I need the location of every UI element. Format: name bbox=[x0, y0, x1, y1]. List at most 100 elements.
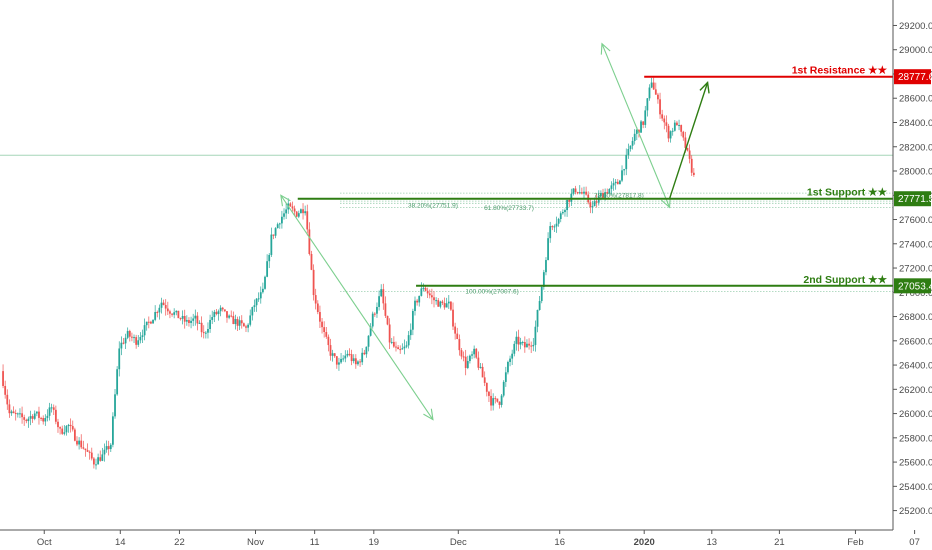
candle-body bbox=[82, 447, 85, 449]
candle-body bbox=[619, 180, 621, 185]
candle-body bbox=[46, 415, 49, 419]
time-tick-label: 22 bbox=[174, 537, 185, 548]
candle-body bbox=[192, 318, 195, 321]
candle-body bbox=[232, 316, 235, 325]
candle-body bbox=[540, 286, 543, 302]
candle-body bbox=[657, 94, 659, 100]
time-tick-label: 16 bbox=[554, 537, 565, 548]
resistance-label: 1st Resistance ★★ bbox=[792, 65, 888, 77]
candle-body bbox=[321, 321, 323, 328]
candle-body bbox=[433, 297, 435, 301]
candle-body bbox=[158, 307, 161, 313]
candle-body bbox=[306, 211, 309, 230]
candle-body bbox=[625, 154, 628, 170]
candle-body bbox=[542, 272, 545, 287]
candle-body bbox=[97, 457, 100, 465]
support2-label: 2nd Support ★★ bbox=[803, 274, 887, 286]
candle-body bbox=[61, 428, 64, 434]
price-tick-label: 29000.0 bbox=[899, 45, 932, 56]
candle-body bbox=[154, 312, 157, 320]
candle-body bbox=[188, 320, 190, 323]
candle-body bbox=[380, 289, 383, 297]
candle-body bbox=[686, 147, 689, 151]
time-tick-label: 21 bbox=[774, 537, 785, 548]
price-tick-label: 28600.0 bbox=[899, 94, 932, 105]
candle-body bbox=[616, 181, 619, 185]
candle-body bbox=[462, 356, 465, 358]
candle-body bbox=[259, 292, 262, 299]
candle-body bbox=[348, 353, 351, 355]
resistance-price-tag-text: 28777.6 bbox=[898, 72, 932, 83]
candle-body bbox=[564, 210, 566, 213]
candle-body bbox=[302, 209, 304, 214]
price-tick-label: 28400.0 bbox=[899, 118, 932, 129]
candle-body bbox=[340, 358, 342, 363]
zigzag-arrow bbox=[601, 43, 671, 208]
candle-body bbox=[325, 332, 328, 337]
price-tick-label: 26400.0 bbox=[899, 361, 932, 372]
candle-body bbox=[405, 345, 408, 347]
price-tick-label: 25400.0 bbox=[899, 482, 932, 493]
candle-body bbox=[536, 309, 539, 327]
candle-body bbox=[654, 89, 657, 95]
candle-body bbox=[509, 358, 511, 362]
fib-label: 78.60%(27817.8) bbox=[594, 193, 644, 200]
candle-body bbox=[504, 372, 507, 382]
candle-body bbox=[226, 311, 228, 318]
candle-body bbox=[342, 358, 345, 360]
candle-body bbox=[602, 192, 604, 198]
candle-body bbox=[19, 413, 21, 415]
candle-body bbox=[283, 213, 285, 217]
time-tick-label: Feb bbox=[847, 537, 863, 548]
candle-body bbox=[511, 353, 514, 359]
candle-body bbox=[428, 293, 431, 296]
candle-body bbox=[240, 320, 243, 324]
candle-body bbox=[293, 208, 296, 212]
candle-body bbox=[435, 300, 438, 302]
candle-body bbox=[329, 345, 332, 356]
candle-body bbox=[150, 321, 152, 324]
candle-body bbox=[323, 327, 326, 333]
candle-body bbox=[249, 315, 252, 325]
candle-body bbox=[627, 149, 630, 155]
time-tick-label: 2020 bbox=[634, 537, 655, 548]
candle-body bbox=[492, 398, 495, 406]
price-tick-label: 25600.0 bbox=[899, 458, 932, 469]
candle-body bbox=[523, 342, 526, 348]
candle-body bbox=[420, 288, 423, 296]
candle-body bbox=[384, 303, 387, 316]
candle-body bbox=[392, 341, 395, 347]
candle-body bbox=[331, 353, 334, 356]
candle-body bbox=[572, 188, 575, 194]
candle-body bbox=[606, 192, 609, 194]
candle-body bbox=[120, 342, 123, 349]
candle-body bbox=[568, 200, 571, 202]
time-tick-label: Oct bbox=[37, 537, 52, 548]
candle-body bbox=[251, 307, 254, 316]
candle-body bbox=[105, 446, 108, 450]
candle-body bbox=[595, 201, 598, 203]
candle-body bbox=[76, 440, 78, 445]
time-tick-label: Nov bbox=[247, 537, 264, 548]
candle-body bbox=[469, 355, 471, 362]
candle-body bbox=[327, 336, 330, 346]
candle-body bbox=[103, 449, 106, 455]
candle-body bbox=[517, 336, 520, 345]
candle-body bbox=[644, 110, 647, 125]
candle-body bbox=[534, 326, 537, 345]
candle-body bbox=[289, 203, 292, 207]
candle-body bbox=[688, 150, 691, 159]
candle-body bbox=[221, 307, 224, 310]
candle-body bbox=[521, 342, 524, 344]
candle-body bbox=[519, 342, 522, 345]
candle-body bbox=[333, 353, 336, 357]
candle-body bbox=[59, 427, 61, 429]
candle-body bbox=[21, 413, 23, 418]
candle-body bbox=[257, 298, 260, 300]
candle-body bbox=[485, 382, 488, 392]
candle-body bbox=[114, 394, 116, 417]
candle-body bbox=[599, 192, 602, 197]
candle-body bbox=[574, 188, 577, 193]
candle-body bbox=[63, 432, 66, 434]
candle-body bbox=[40, 417, 42, 419]
